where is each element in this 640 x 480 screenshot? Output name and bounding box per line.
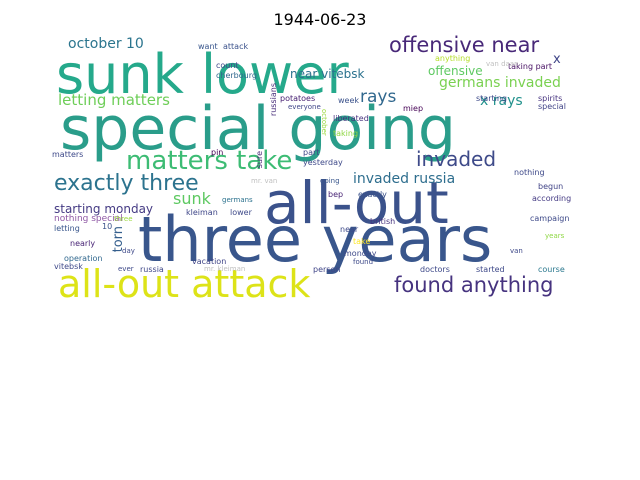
word-started: started [476, 265, 505, 274]
word-exactly: exactly [358, 190, 387, 199]
word-course: course [538, 265, 565, 274]
word-germans: germans [222, 196, 253, 204]
word-vacation: vacation [192, 257, 227, 266]
word-miep: miep [403, 104, 424, 113]
word-october-10: october 10 [68, 36, 144, 52]
word-british: british [370, 217, 396, 226]
word-starting: starting [476, 94, 508, 103]
word-special-going: special going [60, 94, 457, 164]
word-near-vitebsk: near vitebsk [290, 67, 365, 81]
word-nothing: nothing [514, 168, 545, 177]
word-according: according [532, 194, 572, 203]
word-doctors: doctors [420, 265, 450, 274]
word-week: week [338, 96, 360, 105]
word-liberated: liberated [333, 114, 369, 123]
word-part: part [303, 148, 320, 157]
word-all-out: all-out [264, 169, 449, 237]
word-special-small: special [538, 102, 566, 111]
word-invaded: invaded [416, 147, 497, 171]
word-vitebsk: vitebsk [54, 262, 83, 271]
word-nothing-special: nothing special [54, 214, 123, 224]
word-monday: monday [344, 249, 377, 258]
word-operation: operation [64, 254, 103, 263]
word-letting: letting [54, 224, 80, 233]
word-letting-matters: letting matters [58, 91, 170, 109]
word-lower: lower [230, 208, 252, 217]
word-sunk: sunk [173, 189, 211, 208]
word-starting-monday: starting monday [54, 202, 154, 216]
word-cherbourg: cherbourg [216, 71, 257, 80]
word-sunk-lower: sunk lower [56, 43, 349, 106]
word-taking-part: taking part [508, 62, 552, 71]
word-10: 10 [102, 222, 113, 231]
word-attack: attack [223, 42, 249, 51]
word-pin: pin [211, 148, 224, 157]
word-van-daan: van daan [486, 60, 519, 68]
word-years: years [545, 232, 565, 240]
word-nearly: nearly [70, 239, 96, 248]
word-three-years: three years [138, 203, 493, 276]
word-found-anything: found anything [394, 273, 554, 297]
word-person: person [313, 265, 341, 274]
word-campaign: campaign [530, 214, 570, 223]
word-ever: ever [118, 265, 134, 273]
word-cloud: sunk lower special going three years all… [48, 33, 592, 305]
word-three: three [114, 215, 133, 223]
word-potatoes: potatoes [280, 94, 316, 103]
word-russians: russians [269, 83, 278, 117]
word-going: going [320, 177, 340, 185]
word-matters-take: matters take [126, 146, 293, 176]
word-found: found [353, 258, 374, 266]
word-take: take [353, 237, 371, 246]
word-sure: sure [255, 151, 264, 169]
word-october: october [320, 109, 328, 136]
word-taking: taking [333, 129, 359, 138]
chart-title: 1944-06-23 [273, 10, 367, 29]
word-x: x [553, 52, 561, 67]
word-near: near [340, 225, 359, 234]
word-anything: anything [435, 54, 471, 63]
word-germans-invaded: germans invaded [439, 75, 561, 91]
word-russia: russia [140, 265, 164, 274]
word-yesterday: yesterday [303, 158, 343, 167]
word-offensive-near: offensive near [389, 33, 540, 57]
word-van: van [510, 247, 523, 255]
word-matters-small: matters [52, 150, 84, 159]
word-begun: begun [538, 182, 564, 191]
word-everyone: everyone [288, 103, 321, 111]
word-mr-kleiman: mr. kleiman [204, 265, 246, 273]
word-all-out-attack: all-out attack [58, 262, 311, 306]
word-mr-van: mr. van [251, 177, 278, 185]
word-count: count [216, 61, 239, 70]
word-want: want [198, 42, 218, 51]
word-spirits: spirits [538, 94, 563, 103]
word-exactly-three: exactly three [54, 171, 199, 196]
word-rays: rays [360, 87, 397, 107]
word-day: day [122, 247, 135, 255]
word-bep: bep [328, 190, 344, 199]
word-offensive: offensive [428, 64, 483, 78]
word-x-rays: x rays [480, 93, 523, 109]
word-invaded-russia: invaded russia [353, 171, 456, 187]
word-kleiman: kleiman [186, 208, 218, 217]
